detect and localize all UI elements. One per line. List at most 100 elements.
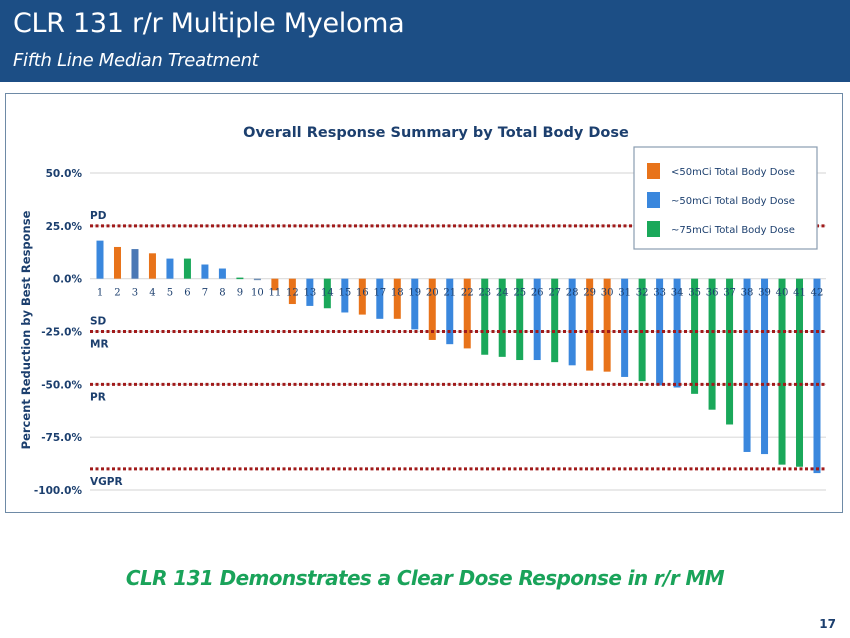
y-tick-labels: 50.0% 25.0% 0.0% -25.0% -50.0% -75.0% -100.0% <box>34 168 83 497</box>
bar <box>813 278 821 474</box>
threshold-label: VGPR <box>90 476 123 488</box>
x-tick-label: 7 <box>202 288 208 299</box>
bar <box>96 240 104 279</box>
legend-box <box>633 146 818 250</box>
x-tick-label: 18 <box>391 288 404 299</box>
bar <box>183 258 191 279</box>
bar <box>113 246 121 279</box>
threshold-label: MR <box>90 339 109 351</box>
x-tick-label: 24 <box>496 288 509 299</box>
x-tick-label: 6 <box>184 288 190 299</box>
x-tick-label: 3 <box>132 288 138 299</box>
x-tick-label: 41 <box>793 288 806 299</box>
slide-title: CLR 131 r/r Multiple Myeloma <box>13 8 405 39</box>
x-tick-label: 31 <box>618 288 631 299</box>
x-tick-label: 22 <box>461 288 474 299</box>
x-tick-label: 32 <box>636 288 649 299</box>
legend-swatch <box>647 192 660 208</box>
bar <box>446 278 454 345</box>
bar <box>796 278 804 467</box>
page-number: 17 <box>819 617 836 631</box>
bar <box>166 258 174 279</box>
legend-label: ~75mCi Total Body Dose <box>671 225 795 236</box>
legend-label: ~50mCi Total Body Dose <box>671 196 795 207</box>
x-tick-label: 26 <box>531 288 544 299</box>
bar <box>428 278 436 340</box>
x-tick-label: 16 <box>356 288 369 299</box>
x-tick-labels: 1 2 3 4 5 6 7 8 9 10 11 12 13 14 15 16 17 18 19 20 21 22 23 24 2… <box>97 288 824 299</box>
x-tick-label: 23 <box>478 288 491 299</box>
bar <box>306 278 314 306</box>
bar <box>376 278 384 319</box>
x-tick-label: 35 <box>688 288 701 299</box>
x-tick-label: 12 <box>286 288 299 299</box>
threshold-label: SD <box>90 316 107 328</box>
bar <box>778 278 786 465</box>
x-tick-label: 29 <box>583 288 596 299</box>
x-tick-label: 17 <box>373 288 386 299</box>
x-tick-label: 1 <box>97 288 103 299</box>
legend-swatch <box>647 163 660 179</box>
bars <box>96 240 821 474</box>
bar <box>271 278 279 291</box>
bar <box>463 278 471 349</box>
bar <box>341 278 349 313</box>
legend-swatch <box>647 221 660 237</box>
bar <box>656 278 664 386</box>
bar <box>568 278 576 366</box>
bar <box>323 278 331 309</box>
y-axis-label: Percent Reduction by Best Response <box>19 210 33 449</box>
legend: <50mCi Total Body Dose ~50mCi Total Body … <box>633 146 818 250</box>
bar <box>288 278 296 305</box>
x-tick-label: 19 <box>408 288 421 299</box>
bar <box>551 278 559 363</box>
x-tick-label: 42 <box>811 288 824 299</box>
bar <box>761 278 769 455</box>
x-tick-label: 37 <box>723 288 736 299</box>
bar <box>358 278 366 315</box>
bar <box>708 278 716 410</box>
x-tick-label: 36 <box>706 288 719 299</box>
bar <box>673 278 681 388</box>
bar <box>393 278 401 319</box>
y-tick-label: -25.0% <box>41 327 82 339</box>
bar <box>481 278 489 355</box>
bar <box>236 277 244 280</box>
x-tick-label: 30 <box>601 288 614 299</box>
x-tick-label: 10 <box>251 288 264 299</box>
threshold-label: PD <box>90 210 107 222</box>
bar <box>498 278 506 357</box>
x-tick-label: 28 <box>566 288 579 299</box>
x-tick-label: 2 <box>114 288 120 299</box>
x-tick-label: 4 <box>149 288 155 299</box>
y-tick-label: 25.0% <box>46 221 83 233</box>
y-tick-label: -100.0% <box>34 485 83 497</box>
x-tick-label: 11 <box>269 288 282 299</box>
slide-header: CLR 131 r/r Multiple Myeloma Fifth Line … <box>0 0 850 82</box>
x-tick-label: 20 <box>426 288 439 299</box>
bar <box>148 253 156 279</box>
bar <box>218 268 226 279</box>
x-tick-label: 25 <box>513 288 526 299</box>
x-tick-label: 9 <box>237 288 243 299</box>
y-tick-label: 50.0% <box>46 168 83 180</box>
bar <box>586 278 594 371</box>
x-tick-label: 13 <box>303 288 316 299</box>
x-tick-label: 5 <box>167 288 173 299</box>
bar <box>516 278 524 361</box>
bar <box>743 278 751 452</box>
x-tick-label: 8 <box>219 288 225 299</box>
slide-subtitle: Fifth Line Median Treatment <box>13 50 259 71</box>
chart-title: Overall Response Summary by Total Body D… <box>243 125 629 141</box>
y-tick-label: -50.0% <box>41 379 82 391</box>
bar <box>726 278 734 425</box>
x-tick-label: 33 <box>653 288 666 299</box>
x-tick-label: 14 <box>321 288 334 299</box>
threshold-label: PR <box>90 391 106 403</box>
y-tick-label: 0.0% <box>53 274 83 286</box>
x-tick-label: 21 <box>443 288 456 299</box>
legend-label: <50mCi Total Body Dose <box>671 167 795 178</box>
bar <box>603 278 611 372</box>
x-tick-label: 39 <box>758 288 771 299</box>
